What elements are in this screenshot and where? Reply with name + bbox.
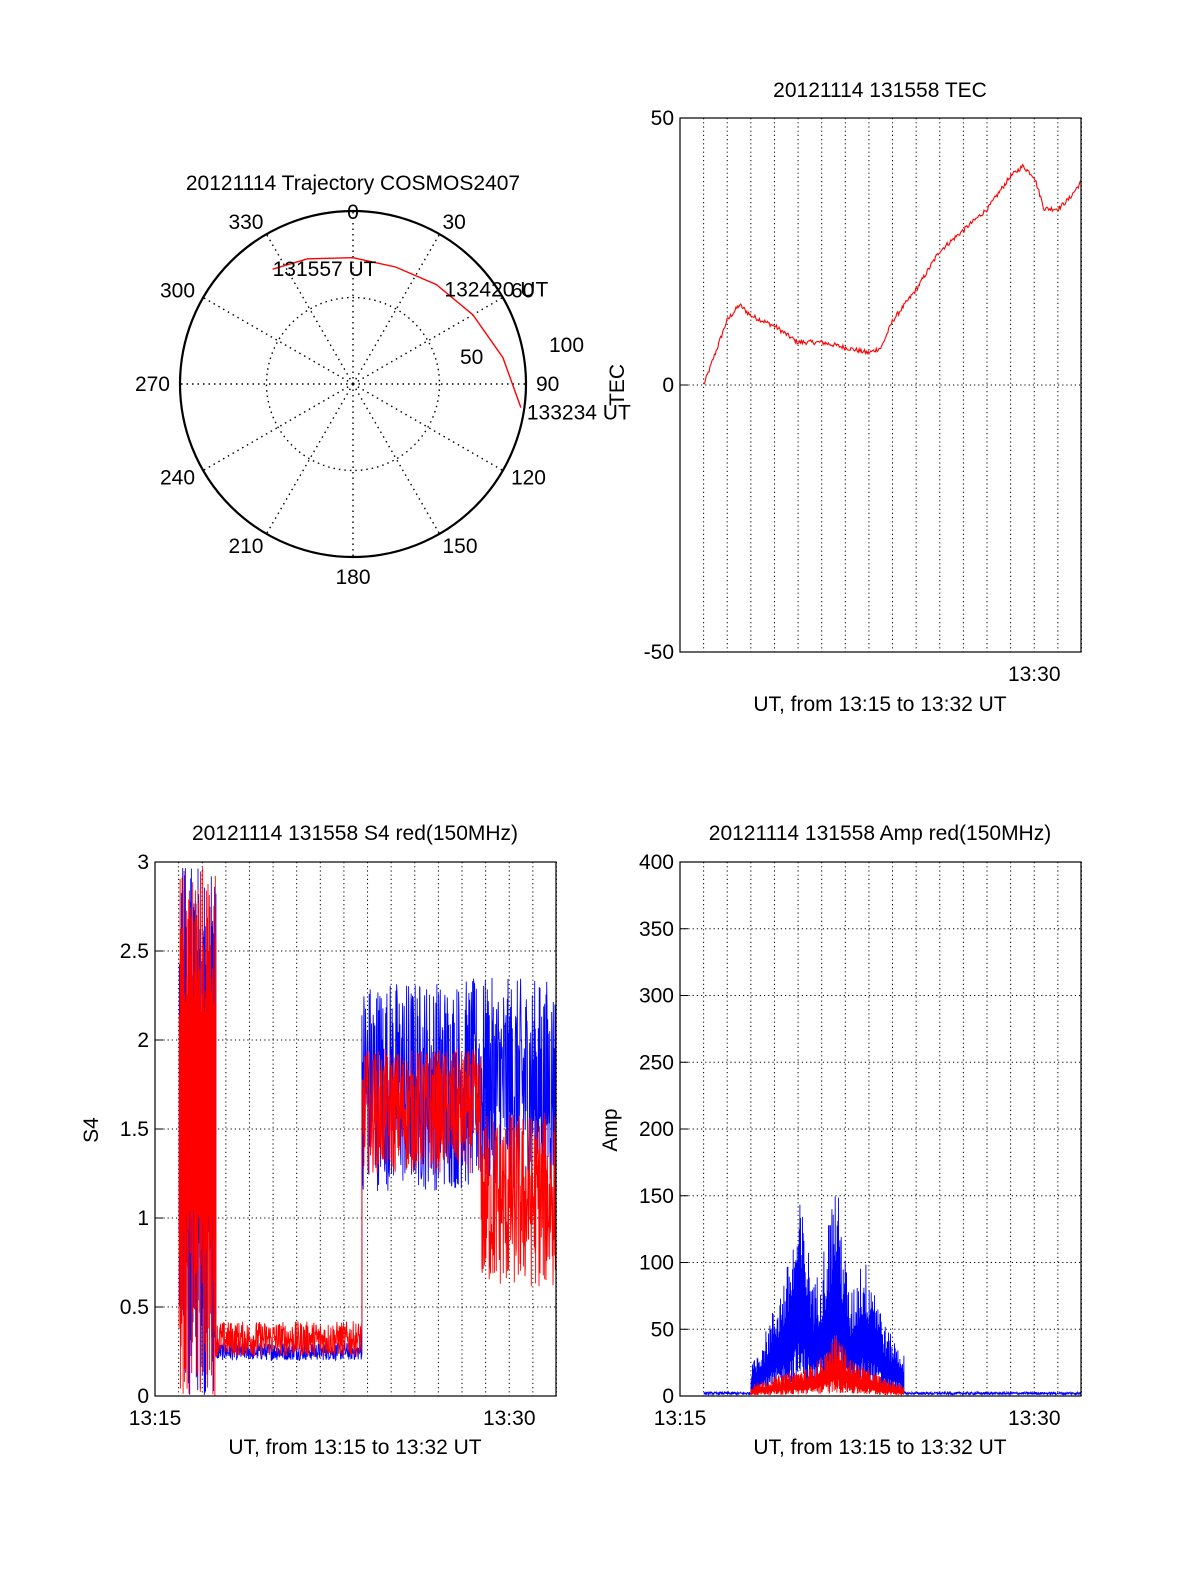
s4-title: 20121114 131558 S4 red(150MHz)	[192, 822, 518, 845]
tec-series	[703, 163, 1082, 385]
y-tick-label: 2.5	[120, 940, 149, 963]
polar-azimuth-label: 30	[443, 211, 466, 234]
amp-title: 20121114 131558 Amp red(150MHz)	[709, 822, 1051, 845]
tec-ylabel: TEC	[606, 364, 629, 406]
polar-title: 20121114 Trajectory COSMOS2407	[186, 172, 520, 195]
polar-azimuth-label: 120	[511, 467, 546, 490]
amp-line	[750, 1335, 905, 1396]
y-tick-label: 2	[137, 1029, 149, 1052]
s4-ylabel: S4	[80, 1117, 103, 1143]
polar-azimuth-label: 60	[511, 280, 534, 303]
y-tick-label: 100	[639, 1252, 674, 1275]
tec-line	[703, 163, 1082, 385]
y-tick-label: 350	[639, 918, 674, 941]
amp-panel: 20121114 131558 Amp red(150MHz) 0 50 100 15…	[599, 822, 1082, 1459]
tec-panel: 20121114 131558 TEC 50 0 -50 13:30 TEC UT, …	[606, 79, 1082, 716]
y-tick-label: -50	[644, 641, 674, 664]
trajectory-line	[272, 256, 522, 408]
polar-spoke	[352, 383, 504, 472]
y-tick-label: 50	[651, 107, 674, 130]
x-tick-label: 13:30	[1008, 1407, 1061, 1430]
amp-grid	[680, 862, 1082, 1396]
trajectory-annotation: 131557 UT	[273, 258, 377, 281]
polar-azimuth-label: 90	[536, 373, 559, 396]
tec-title: 20121114 131558 TEC	[773, 79, 987, 102]
polar-spoke	[265, 233, 354, 385]
tec-grid	[680, 118, 1082, 652]
s4-line	[178, 867, 557, 1396]
y-tick-label: 0	[662, 1385, 674, 1408]
polar-ring-labels: 50 100	[460, 334, 584, 369]
polar-azimuth-label: 180	[335, 566, 370, 589]
x-tick-label: 13:30	[483, 1407, 536, 1430]
s4-xlabel: UT, from 13:15 to 13:32 UT	[228, 1436, 481, 1459]
polar-azimuth-label: 0	[347, 201, 359, 224]
x-tick-label: 13:15	[654, 1407, 707, 1430]
s4-ticks: 0 0.5 1 1.5 2 2.5 3 13:15 13:30	[120, 851, 536, 1430]
polar-azimuth-label: 210	[228, 535, 263, 558]
polar-outer-circle	[178, 209, 528, 559]
y-tick-label: 250	[639, 1051, 674, 1074]
s4-series	[178, 867, 557, 1396]
y-tick-label: 1.5	[120, 1118, 149, 1141]
tec-ticks: 50 0 -50 13:30	[644, 107, 1061, 686]
polar-spoke	[352, 296, 504, 385]
polar-spoke	[352, 233, 441, 385]
polar-azimuth-label: 300	[160, 280, 195, 303]
polar-ring-label: 100	[549, 334, 584, 357]
polar-trajectory	[272, 256, 522, 408]
y-tick-label: 0	[137, 1385, 149, 1408]
amp-series	[703, 1196, 1082, 1397]
polar-spoke	[352, 383, 441, 535]
amp-ylabel: Amp	[599, 1108, 622, 1151]
y-tick-label: 0	[662, 374, 674, 397]
tec-xlabel: UT, from 13:15 to 13:32 UT	[753, 693, 1006, 716]
y-tick-label: 400	[639, 851, 674, 874]
y-tick-label: 150	[639, 1185, 674, 1208]
amp-xlabel: UT, from 13:15 to 13:32 UT	[753, 1436, 1006, 1459]
s4-panel: 20121114 131558 S4 red(150MHz) 0 0.5 1 1.5 2…	[80, 822, 557, 1459]
y-tick-label: 300	[639, 985, 674, 1008]
polar-azimuth-label: 270	[135, 373, 170, 396]
y-tick-label: 200	[639, 1118, 674, 1141]
y-tick-label: 50	[651, 1318, 674, 1341]
trajectory-annotation: 132420 UT	[444, 279, 548, 302]
polar-ring-label: 50	[460, 346, 483, 369]
amp-ticks: 0 50 100 150 200 250 300 350 400 13:15 13:30	[639, 851, 1061, 1430]
polar-grid	[180, 211, 526, 557]
polar-annotations: 131557 UT 132420 UT 133234 UT	[273, 258, 631, 424]
amp-line	[703, 1196, 1082, 1397]
x-tick-label: 13:30	[1008, 663, 1061, 686]
polar-azimuth-label: 240	[160, 467, 195, 490]
trajectory-annotation: 133234 UT	[527, 402, 631, 425]
polar-spoke	[265, 383, 354, 535]
polar-ring-50	[265, 296, 441, 472]
polar-trajectory-panel: 20121114 Trajectory COSMOS2407 0 30 60 90 12…	[135, 172, 631, 589]
y-tick-label: 0.5	[120, 1296, 149, 1319]
x-tick-label: 13:15	[129, 1407, 182, 1430]
polar-azimuth-labels: 0 30 60 90 120 150 180 210 240 270 300 330	[135, 201, 559, 589]
polar-spoke	[202, 383, 354, 472]
polar-spoke	[202, 296, 354, 385]
y-tick-label: 1	[137, 1207, 149, 1230]
polar-azimuth-label: 330	[228, 211, 263, 234]
y-tick-label: 3	[137, 851, 149, 874]
polar-azimuth-label: 150	[443, 535, 478, 558]
